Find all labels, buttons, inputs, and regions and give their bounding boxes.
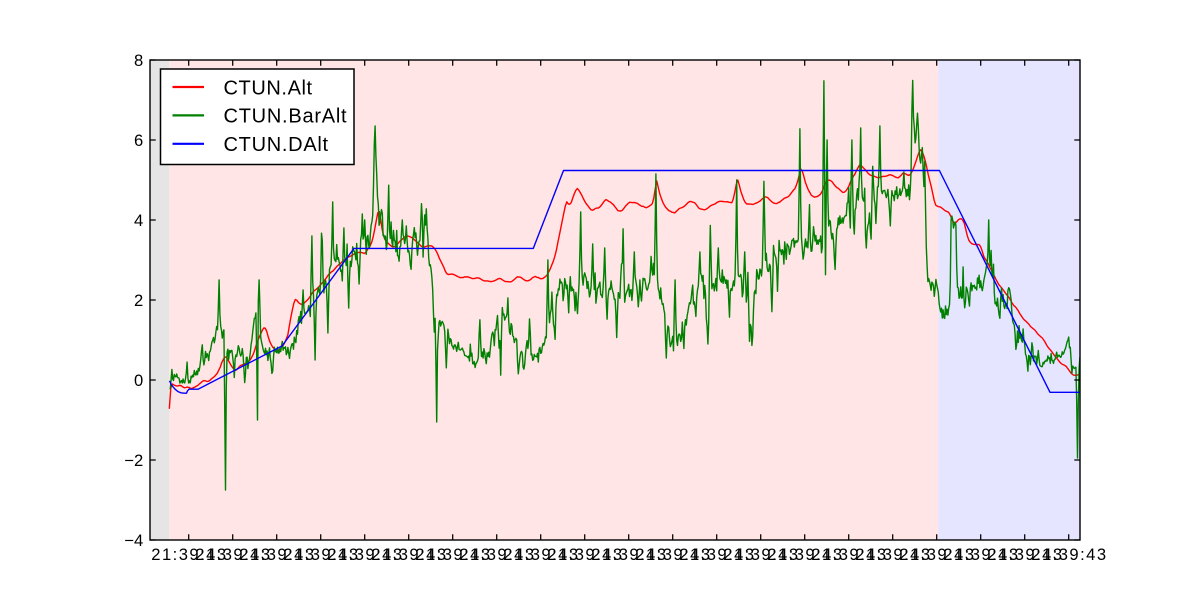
svg-text:21:39:43: 21:39:43 [503, 545, 578, 564]
svg-text:21:39:43: 21:39:43 [283, 545, 358, 564]
svg-text:21:39:43: 21:39:43 [679, 545, 754, 564]
svg-text:21:39:43: 21:39:43 [899, 545, 974, 564]
svg-text:21:39:43: 21:39:43 [327, 545, 402, 564]
svg-text:21:39:43: 21:39:43 [371, 545, 446, 564]
svg-text:2: 2 [134, 291, 143, 310]
svg-text:21:39:43: 21:39:43 [195, 545, 270, 564]
svg-text:0: 0 [134, 371, 143, 390]
svg-text:21:39:43: 21:39:43 [1031, 545, 1106, 564]
svg-text:21:39:43: 21:39:43 [239, 545, 314, 564]
svg-text:21:39:43: 21:39:43 [547, 545, 622, 564]
svg-text:21:39:43: 21:39:43 [415, 545, 490, 564]
svg-text:21:39:43: 21:39:43 [767, 545, 842, 564]
svg-text:8: 8 [134, 51, 143, 70]
svg-text:CTUN.Alt: CTUN.Alt [224, 77, 313, 99]
svg-text:21:39:43: 21:39:43 [459, 545, 534, 564]
svg-text:21:39:43: 21:39:43 [591, 545, 666, 564]
svg-text:21:39:43: 21:39:43 [811, 545, 886, 564]
svg-text:21:39:43: 21:39:43 [151, 545, 226, 564]
svg-text:−2: −2 [124, 451, 143, 470]
svg-text:21:39:43: 21:39:43 [855, 545, 930, 564]
svg-text:CTUN.DAlt: CTUN.DAlt [224, 134, 329, 156]
svg-text:4: 4 [134, 211, 143, 230]
svg-text:21:39:43: 21:39:43 [635, 545, 710, 564]
svg-text:21:39:43: 21:39:43 [943, 545, 1018, 564]
svg-text:6: 6 [134, 131, 143, 150]
svg-text:21:39:43: 21:39:43 [723, 545, 798, 564]
svg-text:21:39:43: 21:39:43 [987, 545, 1062, 564]
svg-text:−4: −4 [124, 531, 143, 550]
svg-text:CTUN.BarAlt: CTUN.BarAlt [224, 106, 348, 128]
